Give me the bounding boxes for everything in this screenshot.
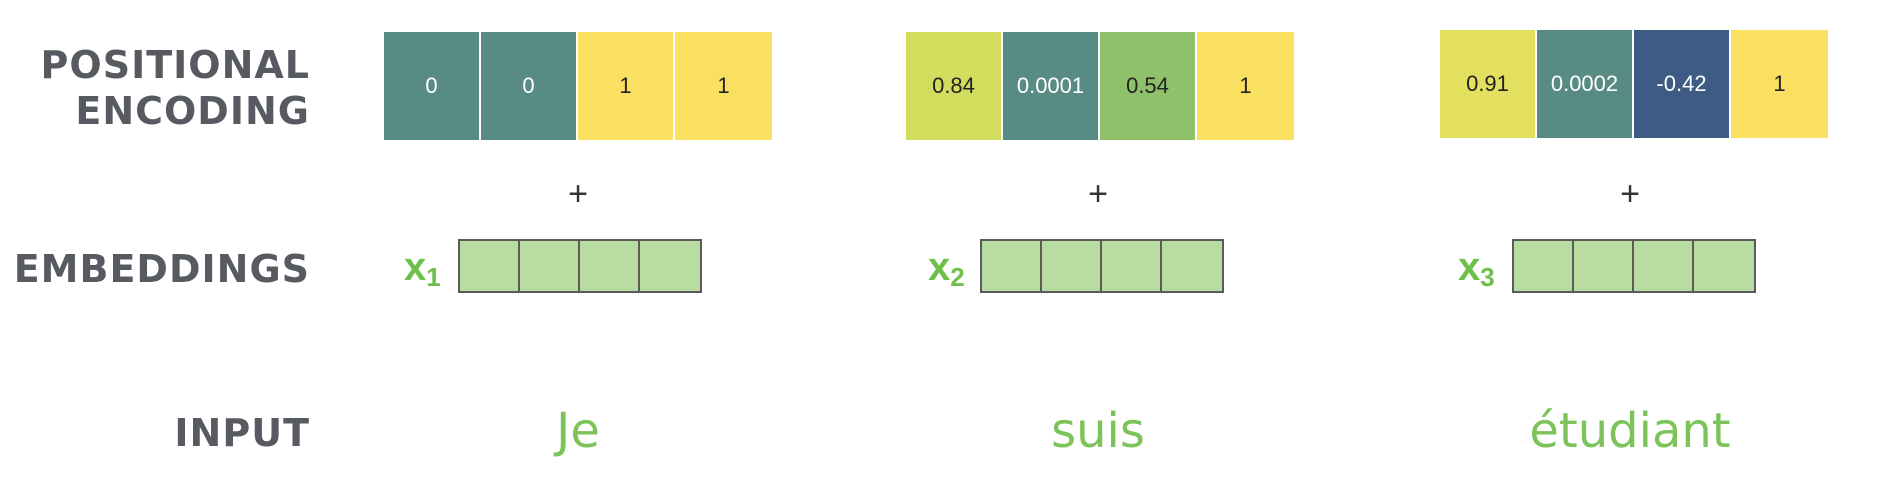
positional-encoding-vector-3: 0.91 0.0002 -0.42 1 — [1440, 30, 1828, 138]
embedding-symbol-subscript: 3 — [1480, 262, 1495, 292]
pe-cell: 0 — [384, 32, 481, 140]
embedding-symbol-letter: x — [1458, 245, 1481, 289]
embedding-vector-3 — [1512, 239, 1756, 293]
embedding-cell — [1514, 241, 1574, 291]
embedding-symbol-1: x1 — [404, 242, 441, 302]
positional-encoding-vector-1: 0 0 1 1 — [384, 32, 772, 140]
embedding-cell — [580, 241, 640, 291]
pe-cell: 0.91 — [1440, 30, 1537, 138]
pe-cell: 0.0002 — [1537, 30, 1634, 138]
input-label: INPUT — [174, 411, 310, 455]
embedding-symbol-3: x3 — [1458, 242, 1495, 302]
embedding-cell — [520, 241, 580, 291]
pe-cell: 0.84 — [906, 32, 1003, 140]
embedding-cell — [1574, 241, 1634, 291]
pe-cell: 0.0001 — [1003, 32, 1100, 140]
input-word-1: Je — [556, 403, 600, 459]
embedding-vector-2 — [980, 239, 1224, 293]
embedding-cell — [1042, 241, 1102, 291]
positional-encoding-label-line1: POSITIONAL — [40, 43, 310, 87]
pe-cell: 1 — [1731, 30, 1828, 138]
pe-cell: 1 — [1197, 32, 1294, 140]
plus-sign-2: + — [1088, 175, 1108, 213]
positional-encoding-label: POSITIONAL ENCODING — [41, 42, 310, 135]
plus-sign-1: + — [568, 175, 588, 213]
pe-cell: 0 — [481, 32, 578, 140]
pe-cell: 1 — [578, 32, 675, 140]
positional-encoding-label-line2: ENCODING — [75, 89, 310, 134]
embedding-symbol-subscript: 2 — [950, 262, 965, 292]
embedding-symbol-subscript: 1 — [426, 262, 441, 292]
pe-cell: -0.42 — [1634, 30, 1731, 138]
embedding-vector-1 — [458, 239, 702, 293]
embedding-symbol-2: x2 — [928, 242, 965, 302]
pe-cell: 1 — [675, 32, 772, 140]
embedding-cell — [1102, 241, 1162, 291]
embedding-cell — [1634, 241, 1694, 291]
plus-sign-3: + — [1620, 175, 1640, 213]
pe-cell: 0.54 — [1100, 32, 1197, 140]
positional-encoding-vector-2: 0.84 0.0001 0.54 1 — [906, 32, 1294, 140]
embedding-cell — [460, 241, 520, 291]
embedding-cell — [982, 241, 1042, 291]
input-word-3: étudiant — [1529, 403, 1731, 459]
embedding-cell — [1162, 241, 1222, 291]
embeddings-label: EMBEDDINGS — [13, 247, 310, 291]
input-word-2: suis — [1051, 403, 1145, 459]
embedding-symbol-letter: x — [928, 245, 951, 289]
embedding-cell — [1694, 241, 1754, 291]
embedding-cell — [640, 241, 700, 291]
embedding-symbol-letter: x — [404, 245, 427, 289]
